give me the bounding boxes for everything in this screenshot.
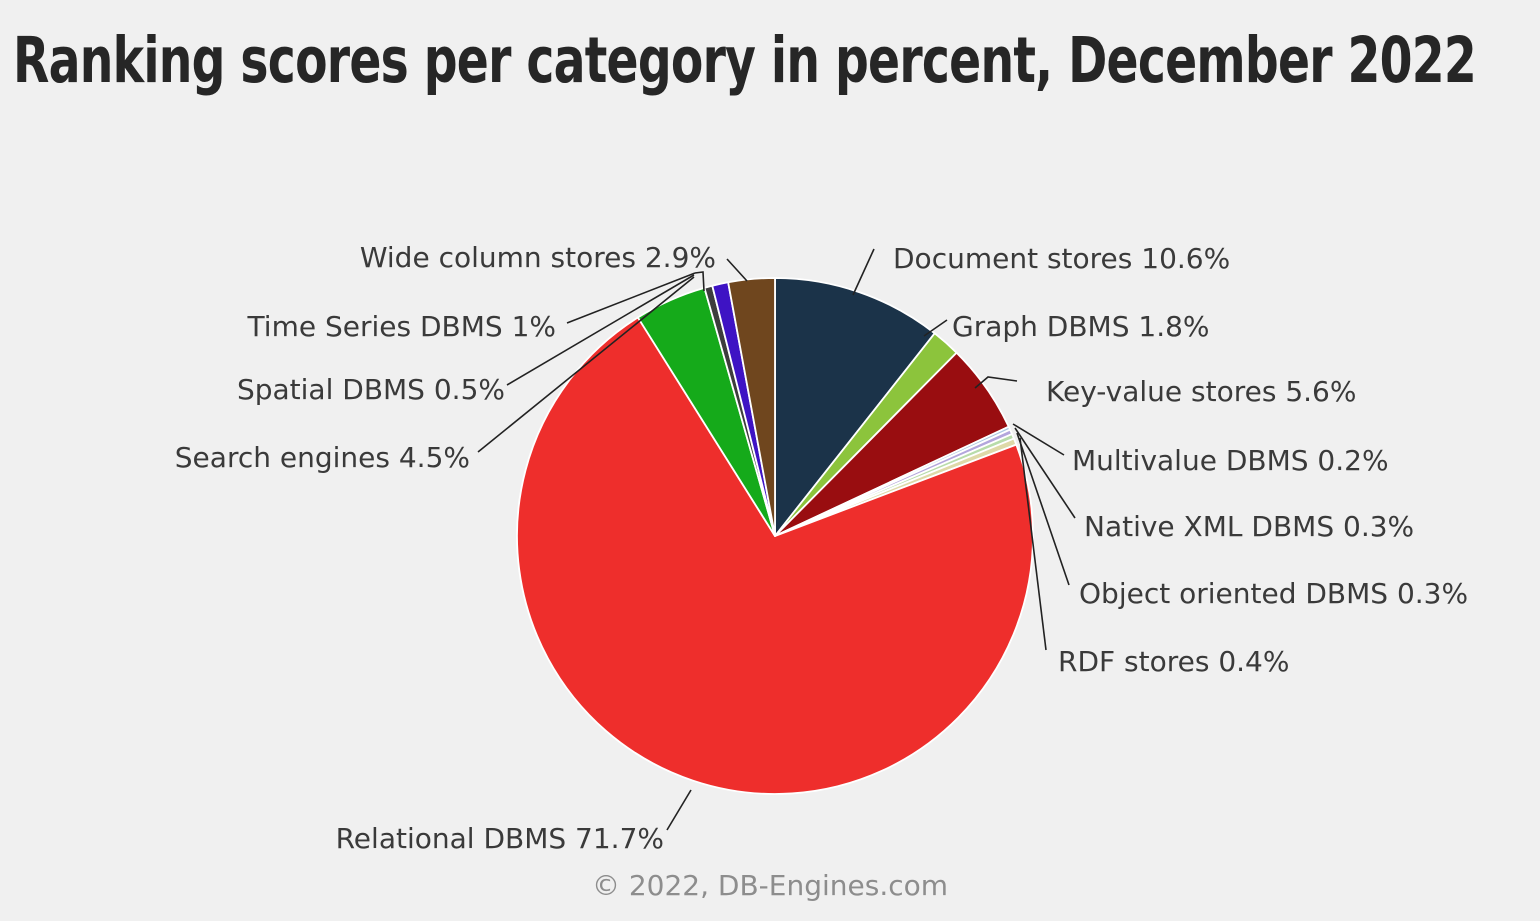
pie-slice-relational-dbms[interactable] — [516, 316, 1034, 795]
callout-line-key-value-stores — [974, 376, 1018, 389]
callout-line-rdf-stores — [1019, 437, 1047, 651]
chart-title: Ranking scores per category in percent, … — [13, 24, 1477, 97]
slice-label-graph-dbms: Graph DBMS 1.8% — [952, 310, 1210, 343]
copyright: © 2022, DB-Engines.com — [591, 869, 949, 902]
callout-lines — [477, 248, 1076, 831]
callout-line-multivalue-dbms — [1012, 423, 1065, 456]
pie-slice-document-stores[interactable] — [774, 277, 936, 537]
callout-line-document-stores — [852, 248, 875, 296]
callout-line-time-series-dbms — [566, 272, 696, 324]
slice-labels: Document stores 10.6% Graph DBMS 1.8% Key-… — [175, 241, 1468, 855]
slice-label-spatial-dbms: Spatial DBMS 0.5% — [237, 373, 505, 406]
pie-slice-wide-column-stores[interactable] — [727, 277, 776, 537]
callout-line-wide-column-stores — [726, 258, 748, 282]
callout-line-relational-dbms — [666, 789, 692, 831]
callout-line-native-xml-dbms — [1014, 427, 1076, 519]
slice-label-rdf-stores: RDF stores 0.4% — [1058, 645, 1289, 678]
slice-label-multivalue-dbms: Multivalue DBMS 0.2% — [1072, 444, 1389, 477]
slice-label-document-stores: Document stores 10.6% — [893, 242, 1230, 275]
callout-line-object-oriented-dbms — [1016, 432, 1070, 586]
callout-line-search-engines — [477, 276, 695, 453]
slice-label-time-series-dbms: Time Series DBMS 1% — [247, 310, 556, 343]
callout-bracket — [694, 271, 705, 292]
slice-label-search-engines: Search engines 4.5% — [175, 441, 470, 474]
callout-line-graph-dbms — [923, 319, 948, 337]
slice-label-relational-dbms: Relational DBMS 71.7% — [336, 822, 664, 855]
callout-line-spatial-dbms — [506, 274, 695, 386]
pie-slices — [516, 277, 1034, 795]
slice-label-wide-column-stores: Wide column stores 2.9% — [360, 241, 716, 274]
slice-label-native-xml-dbms: Native XML DBMS 0.3% — [1084, 510, 1414, 543]
slice-label-key-value-stores: Key-value stores 5.6% — [1046, 375, 1356, 408]
slice-label-object-oriented-dbms: Object oriented DBMS 0.3% — [1079, 577, 1468, 610]
